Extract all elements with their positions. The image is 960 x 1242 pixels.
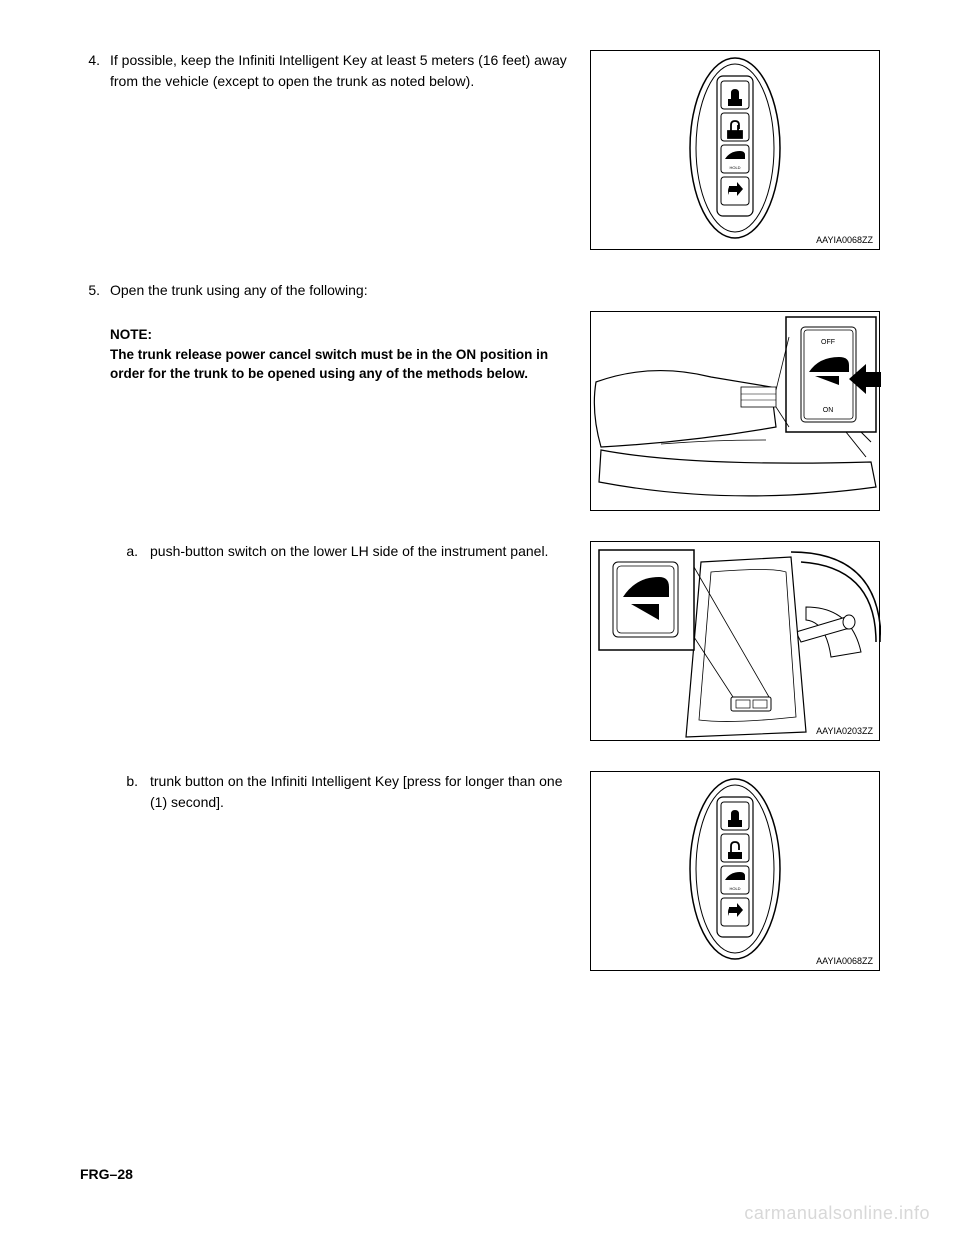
- step-5b-block: b. trunk button on the Infiniti Intellig…: [80, 771, 880, 971]
- step-4-text: If possible, keep the Infiniti Intellige…: [110, 50, 570, 92]
- note-block: NOTE: The trunk release power cancel swi…: [110, 325, 570, 384]
- step-4-block: 4. If possible, keep the Infiniti Intell…: [80, 50, 880, 250]
- figure-4-col: HOLD AAYIA0068ZZ: [590, 771, 880, 971]
- step-5-item: 5. Open the trunk using any of the follo…: [80, 280, 880, 301]
- note-text: The trunk release power cancel switch mu…: [110, 345, 570, 384]
- figure-3-col: AAYIA0203ZZ: [590, 541, 880, 741]
- figure-1-col: HOLD AAYIA0068ZZ: [590, 50, 880, 250]
- note-label: NOTE:: [110, 325, 570, 345]
- step-5a-text-col: a. push-button switch on the lower LH si…: [80, 541, 590, 562]
- hold-label-2: HOLD: [729, 886, 740, 891]
- figure-3-label: AAYIA0203ZZ: [816, 726, 873, 736]
- step-4-text-col: 4. If possible, keep the Infiniti Intell…: [80, 50, 590, 92]
- step-5-note-col: NOTE: The trunk release power cancel swi…: [80, 311, 590, 384]
- step-5b-number: b.: [80, 771, 150, 813]
- figure-1-label: AAYIA0068ZZ: [816, 235, 873, 245]
- step-5-intro-row: 5. Open the trunk using any of the follo…: [80, 280, 880, 301]
- trunk-cancel-switch-icon: OFF ON: [591, 312, 881, 512]
- figure-4-label: AAYIA0068ZZ: [816, 956, 873, 966]
- step-5b-item: b. trunk button on the Infiniti Intellig…: [80, 771, 570, 813]
- page-number: FRG–28: [80, 1166, 133, 1182]
- off-label: OFF: [821, 339, 835, 346]
- step-5a-block: a. push-button switch on the lower LH si…: [80, 541, 880, 741]
- figure-2-col: OFF ON: [590, 311, 880, 511]
- step-5a-text: push-button switch on the lower LH side …: [150, 541, 570, 562]
- figure-3-box: AAYIA0203ZZ: [590, 541, 880, 741]
- figure-1-box: HOLD AAYIA0068ZZ: [590, 50, 880, 250]
- step-5b-text-col: b. trunk button on the Infiniti Intellig…: [80, 771, 590, 813]
- step-5b-text: trunk button on the Infiniti Intelligent…: [150, 771, 570, 813]
- step-5a-item: a. push-button switch on the lower LH si…: [80, 541, 570, 562]
- step-5-note-block: NOTE: The trunk release power cancel swi…: [80, 311, 880, 511]
- on-label: ON: [823, 407, 834, 414]
- hold-label: HOLD: [729, 165, 740, 170]
- step-4-item: 4. If possible, keep the Infiniti Intell…: [80, 50, 570, 92]
- step-5a-number: a.: [80, 541, 150, 562]
- keyfob-icon: HOLD: [675, 51, 795, 246]
- figure-2-box: OFF ON: [590, 311, 880, 511]
- keyfob-icon-2: HOLD: [675, 772, 795, 967]
- step-5-text: Open the trunk using any of the followin…: [110, 280, 880, 301]
- watermark: carmanualsonline.info: [744, 1203, 930, 1224]
- dashboard-button-icon: [591, 542, 881, 742]
- step-5-number: 5.: [80, 280, 110, 301]
- step-4-number: 4.: [80, 50, 110, 92]
- figure-4-box: HOLD AAYIA0068ZZ: [590, 771, 880, 971]
